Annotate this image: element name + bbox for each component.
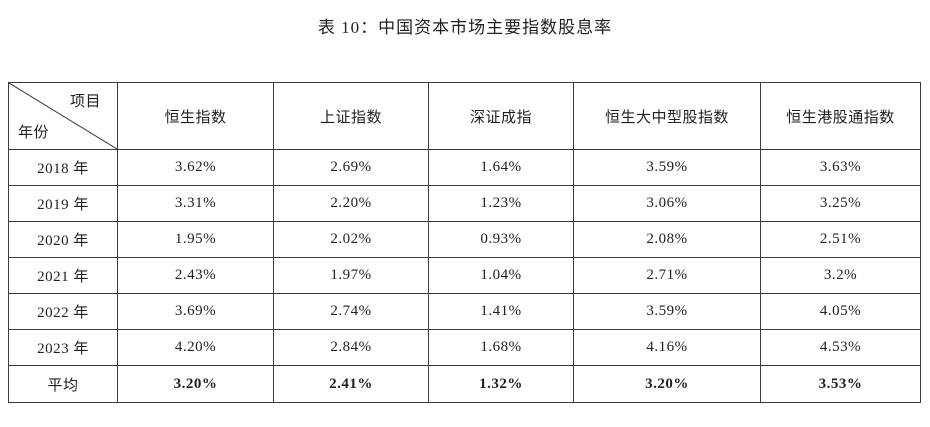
row-label: 平均 (8, 365, 118, 403)
cell: 0.93% (428, 221, 574, 258)
cell: 3.20% (573, 365, 761, 403)
cell: 2.69% (273, 149, 429, 186)
row-label: 2019 年 (8, 185, 118, 222)
table-row-2020: 2020 年 1.95% 2.02% 0.93% 2.08% 2.51% (8, 221, 921, 258)
cell: 1.64% (428, 149, 574, 186)
row-label: 2021 年 (8, 257, 118, 294)
cell: 2.41% (273, 365, 429, 403)
cell: 2.51% (760, 221, 921, 258)
column-header-hs-largemid: 恒生大中型股指数 (573, 82, 761, 150)
cell: 1.68% (428, 329, 574, 366)
cell: 3.59% (573, 293, 761, 330)
corner-label-project: 项目 (69, 94, 101, 110)
table-title: 表 10：中国资本市场主要指数股息率 (317, 18, 613, 37)
cell: 2.20% (273, 185, 429, 222)
cell: 1.41% (428, 293, 574, 330)
cell: 3.31% (117, 185, 274, 222)
cell: 3.2% (760, 257, 921, 294)
cell: 2.08% (573, 221, 761, 258)
cell: 4.53% (760, 329, 921, 366)
table-row-2023: 2023 年 4.20% 2.84% 1.68% 4.16% 4.53% (8, 329, 921, 366)
header-row: 项目 年份 恒生指数 上证指数 深证成指 恒生大中型股指数 恒生港股通指数 (8, 82, 921, 150)
cell: 4.16% (573, 329, 761, 366)
row-label: 2020 年 (8, 221, 118, 258)
cell: 1.23% (428, 185, 574, 222)
cell: 3.20% (117, 365, 274, 403)
cell: 3.69% (117, 293, 274, 330)
cell: 2.71% (573, 257, 761, 294)
cell: 2.74% (273, 293, 429, 330)
column-header-hs-stockconnect: 恒生港股通指数 (760, 82, 921, 150)
cell: 3.59% (573, 149, 761, 186)
row-label: 2023 年 (8, 329, 118, 366)
cell: 1.95% (117, 221, 274, 258)
corner-label-year: 年份 (18, 125, 50, 141)
cell: 3.63% (760, 149, 921, 186)
cell: 4.20% (117, 329, 274, 366)
row-label: 2018 年 (8, 149, 118, 186)
cell: 3.53% (760, 365, 921, 403)
column-header-sse: 上证指数 (273, 82, 429, 150)
cell: 1.04% (428, 257, 574, 294)
cell: 2.02% (273, 221, 429, 258)
cell: 3.25% (760, 185, 921, 222)
cell: 1.97% (273, 257, 429, 294)
column-header-hang-seng: 恒生指数 (117, 82, 274, 150)
cell: 2.84% (273, 329, 429, 366)
column-header-szse: 深证成指 (428, 82, 574, 150)
cell: 3.06% (573, 185, 761, 222)
table-row-2018: 2018 年 3.62% 2.69% 1.64% 3.59% 3.63% (8, 149, 921, 186)
table-row-average: 平均 3.20% 2.41% 1.32% 3.20% 3.53% (8, 365, 921, 403)
cell: 4.05% (760, 293, 921, 330)
row-label: 2022 年 (8, 293, 118, 330)
corner-header-cell: 项目 年份 (8, 82, 118, 150)
table-row-2019: 2019 年 3.31% 2.20% 1.23% 3.06% 3.25% (8, 185, 921, 222)
cell: 2.43% (117, 257, 274, 294)
cell: 3.62% (117, 149, 274, 186)
cell: 1.32% (428, 365, 574, 403)
table-row-2022: 2022 年 3.69% 2.74% 1.41% 3.59% 4.05% (8, 293, 921, 330)
table-row-2021: 2021 年 2.43% 1.97% 1.04% 2.71% 3.2% (8, 257, 921, 294)
diagonal-divider-line (9, 83, 117, 149)
dividend-yield-table: 项目 年份 恒生指数 上证指数 深证成指 恒生大中型股指数 恒生港股通指数 20… (8, 82, 921, 403)
